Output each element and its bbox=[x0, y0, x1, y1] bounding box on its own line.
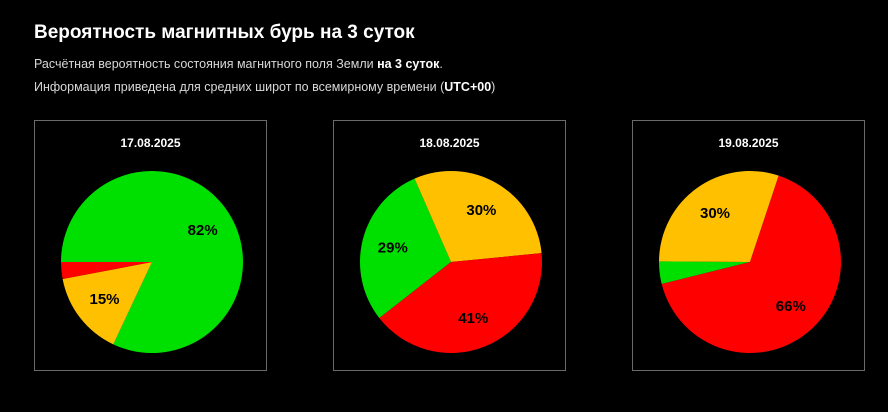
pie-label-yellow: 30% bbox=[700, 205, 730, 222]
pie-label-yellow: 30% bbox=[466, 202, 496, 219]
pie-label-red: 41% bbox=[458, 310, 488, 327]
card-date: 19.08.2025 bbox=[718, 136, 779, 150]
pie-label-green: 82% bbox=[188, 222, 218, 239]
page-title: Вероятность магнитных бурь на 3 суток bbox=[34, 22, 415, 43]
pie-chart-day-2: 29% 30% 41% bbox=[359, 170, 543, 354]
pie-slice-green bbox=[61, 171, 244, 354]
pie-chart-day-1: 82% 15% bbox=[61, 171, 244, 354]
pie-slice-green bbox=[658, 261, 750, 285]
timezone-label: UTC+00 bbox=[444, 80, 492, 94]
pie-label-green: 29% bbox=[378, 239, 408, 256]
description-line-1-end: . bbox=[439, 57, 443, 71]
description-line-2: Информация приведена для средних широт п… bbox=[34, 80, 495, 94]
forecast-card-day-2: 18.08.2025 29% 30% 41% bbox=[333, 120, 566, 371]
card-date: 17.08.2025 bbox=[120, 136, 181, 150]
card-date: 18.08.2025 bbox=[419, 136, 480, 150]
pie-chart-day-3: 30% 66% bbox=[658, 170, 841, 353]
pie-slice-yellow bbox=[659, 170, 779, 262]
description-line-2-end: ) bbox=[491, 80, 496, 94]
pie-slice-yellow bbox=[62, 262, 152, 345]
pie-slice-yellow bbox=[414, 170, 542, 262]
pie-slice-red bbox=[61, 262, 152, 280]
pie-slice-red bbox=[661, 175, 841, 353]
pie-slice-green bbox=[359, 178, 451, 319]
description-line-2-text: Информация приведена для средних широт п… bbox=[34, 80, 445, 94]
forecast-card-day-1: 17.08.2025 82% 15% bbox=[34, 120, 267, 371]
pie-label-red: 66% bbox=[776, 298, 806, 315]
description-line-1-bold: на 3 суток bbox=[377, 57, 440, 71]
forecast-card-day-3: 19.08.2025 30% 66% bbox=[632, 120, 865, 371]
pie-slice-red bbox=[379, 253, 543, 354]
pie-label-yellow: 15% bbox=[89, 291, 119, 308]
description-line-1: Расчётная вероятность состояния магнитно… bbox=[34, 57, 443, 71]
description-line-1-text: Расчётная вероятность состояния магнитно… bbox=[34, 57, 378, 71]
